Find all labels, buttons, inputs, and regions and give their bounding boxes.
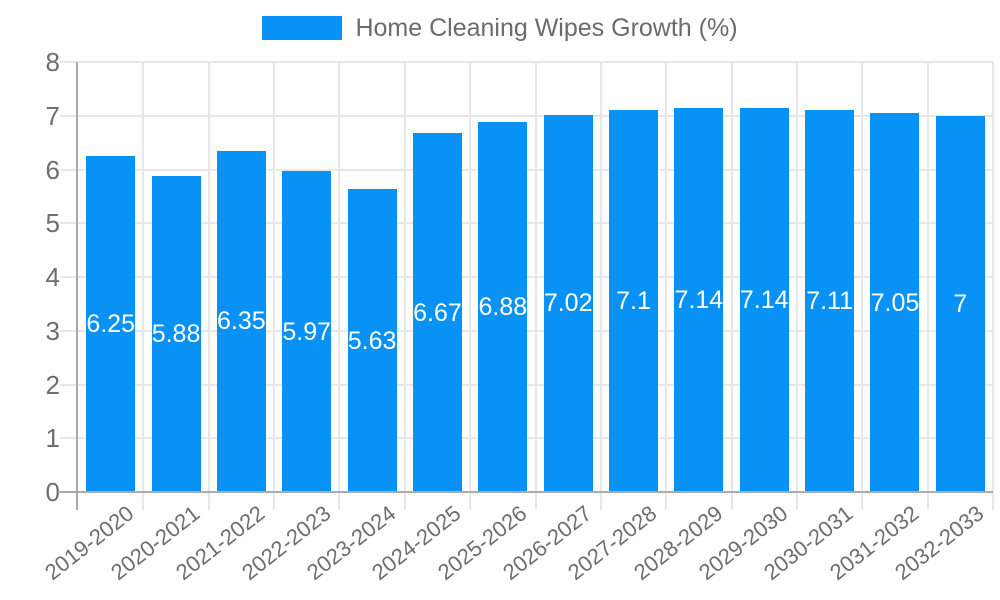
bar[interactable]	[870, 113, 920, 491]
y-tick-label: 5	[45, 208, 60, 239]
legend-swatch	[262, 16, 343, 40]
bar-value-label: 7.02	[543, 289, 593, 318]
bar-value-label: 6.25	[86, 310, 135, 339]
bar-value-label: 7.05	[870, 288, 920, 317]
gridline-v	[730, 62, 733, 510]
gridline-v	[795, 62, 798, 510]
gridline-v	[273, 62, 276, 510]
bar[interactable]	[412, 133, 462, 491]
bar[interactable]	[805, 109, 855, 491]
bar-value-label: 5.63	[347, 326, 397, 355]
gridline-v	[665, 62, 668, 510]
bar[interactable]	[282, 171, 332, 491]
y-tick-label: 1	[45, 423, 60, 454]
gridline-v	[992, 62, 994, 510]
y-axis-line	[76, 62, 78, 510]
bar-value-label: 7.14	[674, 286, 724, 315]
y-tick-label: 7	[45, 100, 60, 131]
y-tick-label: 0	[45, 477, 60, 507]
y-tick-label: 6	[45, 154, 60, 185]
gridline-v	[142, 62, 145, 510]
bar[interactable]	[478, 122, 528, 491]
y-tick-label: 3	[45, 315, 60, 346]
x-axis-line	[58, 491, 993, 493]
bar[interactable]	[86, 156, 136, 491]
bar-value-label: 7.14	[739, 286, 789, 315]
gridline-v	[534, 62, 537, 510]
gridline-v	[861, 62, 864, 510]
bar-value-label: 5.88	[151, 319, 201, 348]
gridline-v	[403, 62, 406, 510]
gridline-h	[60, 61, 993, 63]
bar[interactable]	[739, 108, 789, 491]
gridline-h	[60, 114, 993, 117]
bar-value-label: 5.97	[282, 317, 332, 346]
gridline-v	[469, 62, 472, 510]
bar[interactable]	[609, 110, 659, 491]
bar-value-label: 6.67	[413, 298, 462, 327]
bar-value-label: 7.11	[806, 286, 853, 315]
legend-label: Home Cleaning Wipes Growth (%)	[355, 13, 738, 42]
bar[interactable]	[151, 175, 201, 491]
gridline-v	[926, 62, 929, 510]
gridline-v	[338, 62, 341, 510]
legend[interactable]: Home Cleaning Wipes Growth (%)	[0, 0, 1000, 56]
gridline-v	[207, 62, 210, 510]
bar[interactable]	[216, 150, 266, 491]
bar[interactable]	[543, 114, 593, 491]
bar-value-label: 7.1	[616, 287, 651, 316]
bar[interactable]	[935, 115, 985, 491]
bar-value-label: 7	[953, 289, 968, 318]
y-tick-label: 2	[45, 369, 60, 400]
y-tick-label: 8	[45, 47, 60, 77]
gridline-v	[599, 62, 602, 510]
bar-value-label: 6.88	[478, 293, 528, 322]
bar[interactable]	[347, 189, 397, 491]
bar[interactable]	[674, 108, 724, 491]
y-tick-label: 4	[45, 262, 60, 292]
bar-value-label: 6.35	[217, 307, 266, 336]
